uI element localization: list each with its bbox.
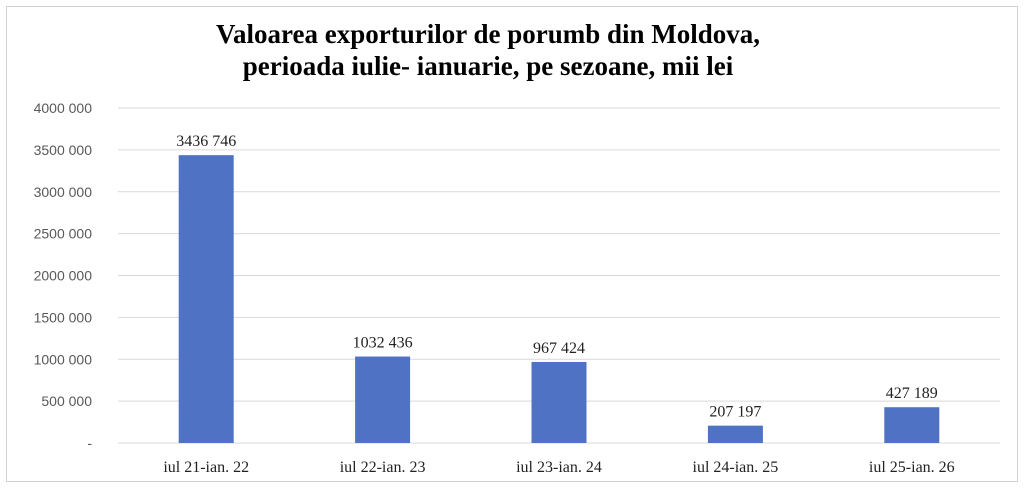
x-tick-label: iul 22-ian. 23: [340, 459, 426, 476]
chart-title-line1: Valoarea exporturilor de porumb din Mold…: [215, 19, 761, 49]
y-tick-label: 3500 000: [34, 142, 93, 158]
y-tick-label: 2000 000: [34, 268, 93, 284]
x-tick-label: iul 24-ian. 25: [693, 459, 779, 476]
data-label: 1032 436: [353, 335, 413, 352]
y-tick-label: 2500 000: [34, 226, 93, 242]
bar: [178, 155, 234, 443]
chart-title: Valoarea exporturilor de porumb din Mold…: [0, 18, 976, 82]
y-tick-label: -: [87, 435, 92, 451]
data-label: 967 424: [533, 340, 585, 357]
bar: [531, 361, 587, 443]
data-label: 427 189: [886, 385, 938, 402]
bar: [707, 425, 763, 443]
chart-frame: [6, 6, 1018, 482]
data-label: 207 197: [709, 404, 761, 421]
y-tick-label: 1000 000: [34, 351, 93, 367]
y-tick-label: 1500 000: [34, 309, 93, 325]
y-tick-label: 3000 000: [34, 184, 93, 200]
x-tick-label: iul 23-ian. 24: [516, 459, 602, 476]
y-tick-label: 4000 000: [34, 100, 93, 116]
y-tick-label: 500 000: [41, 393, 92, 409]
x-tick-label: iul 25-ian. 26: [869, 459, 955, 476]
chart-title-line2: perioada iulie- ianuarie, pe sezoane, mi…: [242, 51, 734, 81]
bar: [884, 407, 940, 443]
data-label: 3436 746: [176, 133, 236, 150]
bar: [355, 356, 411, 443]
x-tick-label: iul 21-ian. 22: [163, 459, 249, 476]
